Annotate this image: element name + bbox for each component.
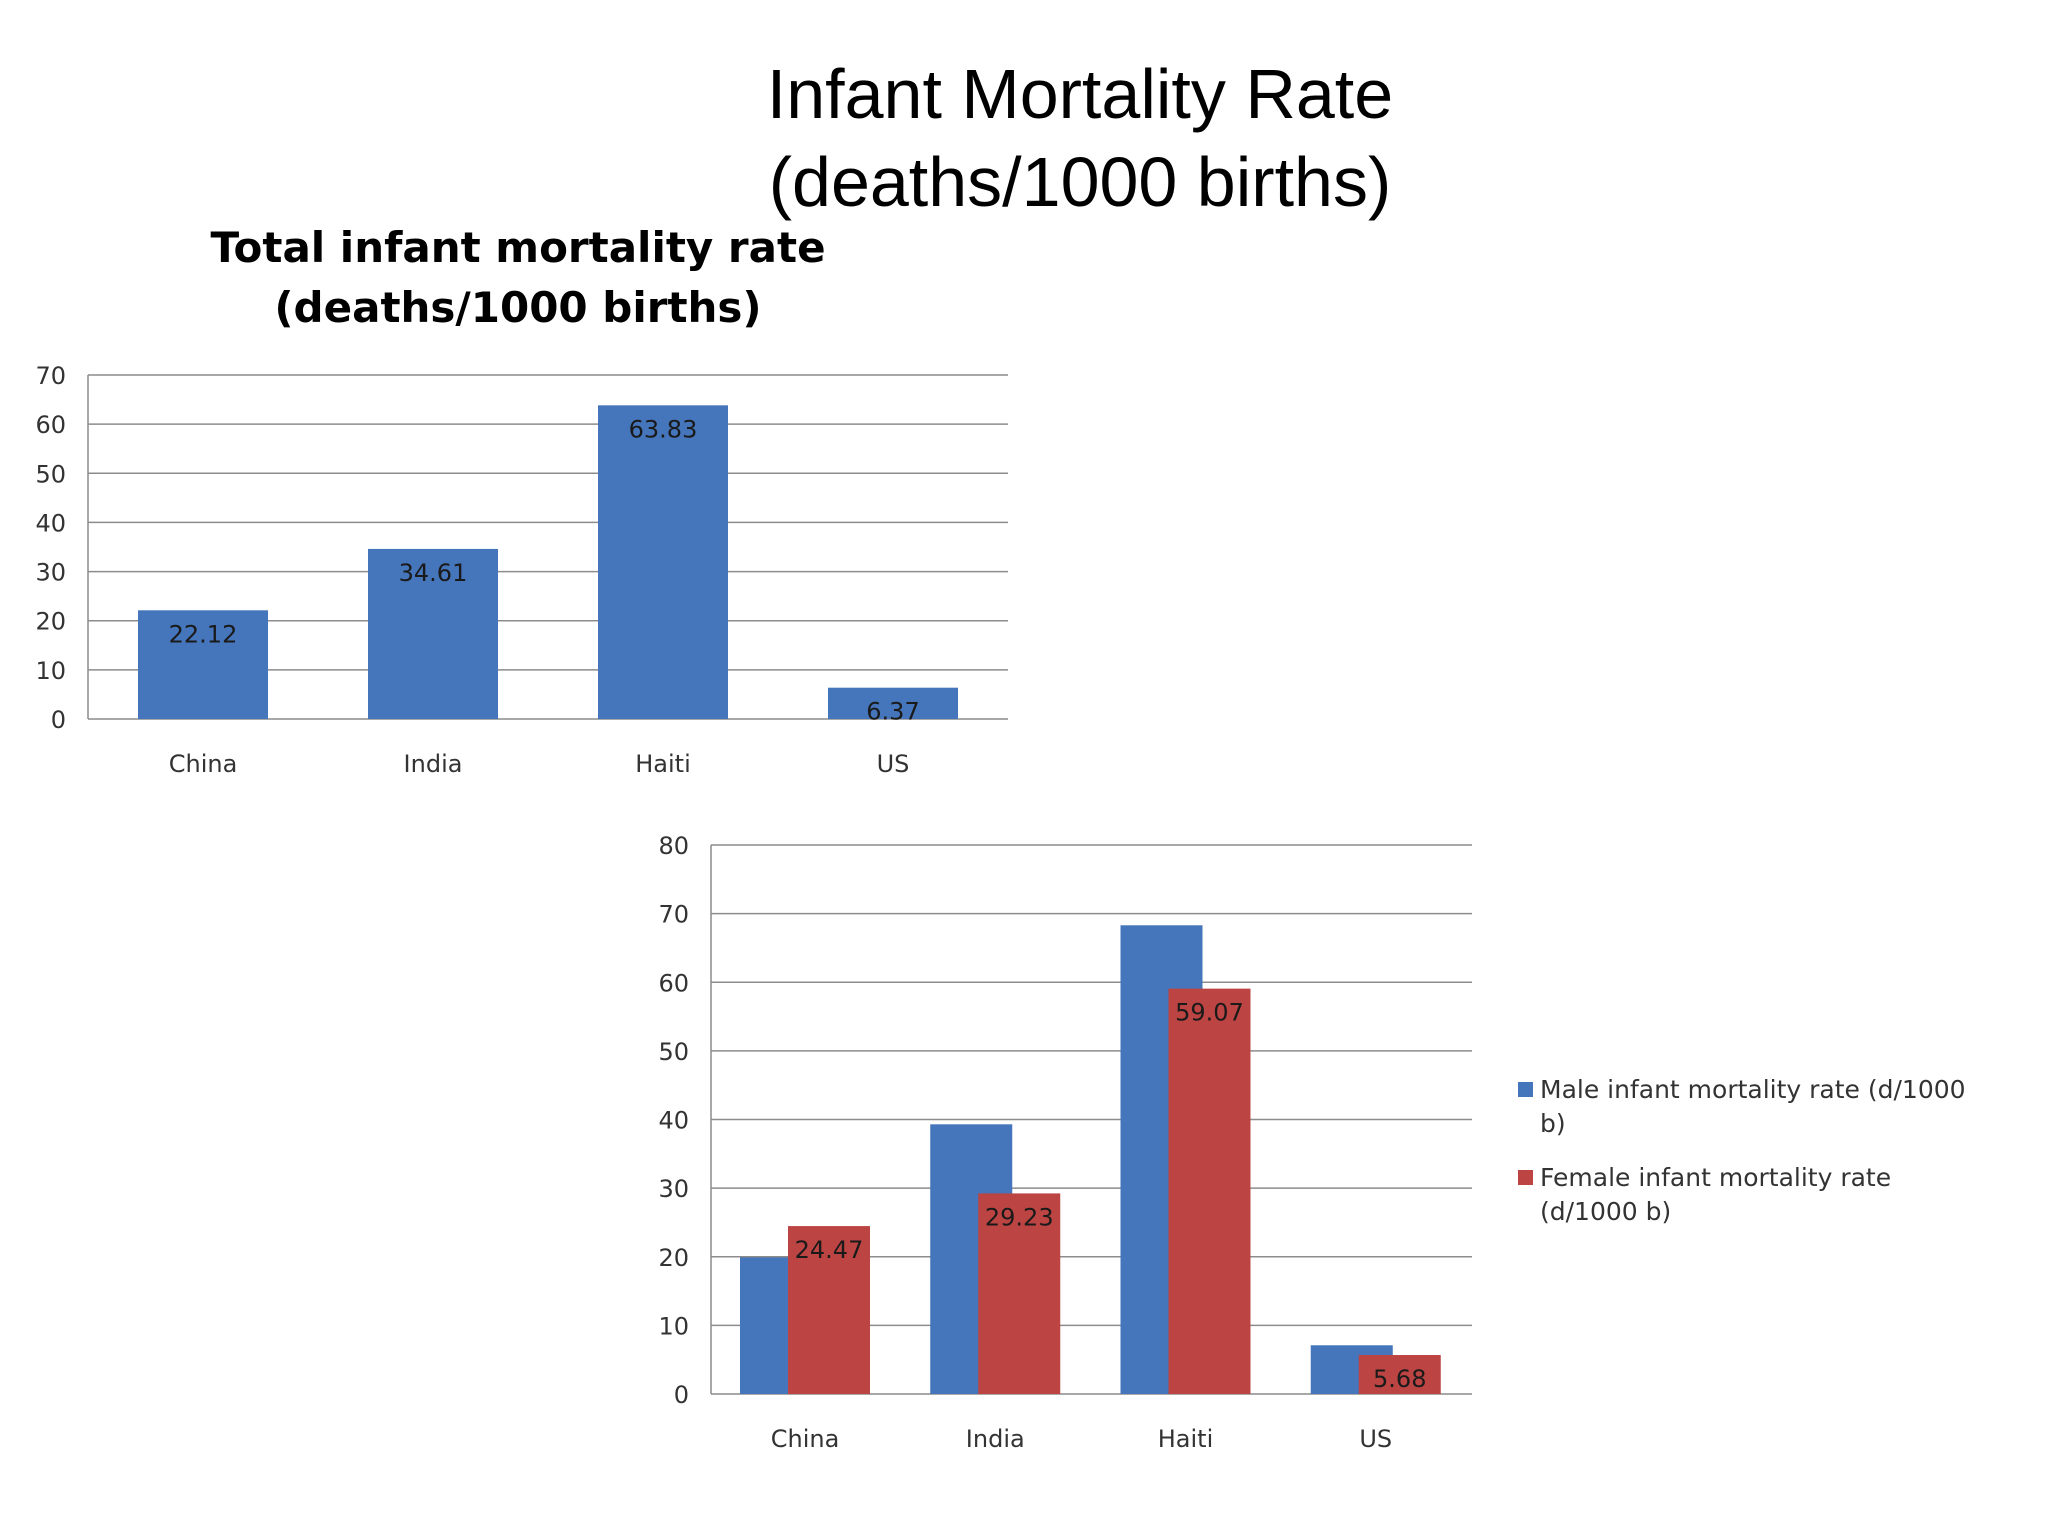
data-label: 34.61: [399, 559, 468, 587]
data-label: 22.12: [169, 620, 238, 648]
bar-india: [978, 1193, 1061, 1394]
data-label: 5.68: [1373, 1365, 1426, 1393]
legend-label: b): [1540, 1109, 1566, 1138]
bar-india: [368, 548, 498, 719]
data-label: 24.47: [795, 1236, 864, 1264]
chart-title-line: Total infant mortality rate: [210, 223, 825, 272]
y-tick-label: 0: [674, 1381, 689, 1409]
slide-title: Infant Mortality Rate (deaths/1000 birth…: [760, 50, 1400, 226]
y-tick-label: 70: [658, 901, 689, 929]
bar-us: [828, 687, 958, 719]
data-label: 29.23: [985, 1203, 1054, 1231]
y-tick-label: 60: [35, 411, 66, 439]
x-tick-label: US: [877, 750, 910, 778]
y-tick-label: 20: [658, 1244, 689, 1272]
total-rate-chart: Total infant mortality rate (deaths/1000 …: [35, 223, 1008, 778]
x-tick-label: China: [771, 1425, 840, 1453]
x-tick-label: India: [966, 1425, 1025, 1453]
bar-haiti: [598, 405, 728, 719]
y-tick-label: 80: [658, 832, 689, 860]
bar-china: [138, 610, 268, 719]
gender-rate-chart: 0 10 20 30 40 50 60 70 80 24.47 29.23 59.07 5.68 Chin…: [658, 832, 1965, 1453]
x-tick-label: Haiti: [1158, 1425, 1214, 1453]
data-label: 6.37: [866, 698, 919, 726]
x-tick-label: China: [169, 750, 238, 778]
y-tick-label: 40: [35, 509, 66, 537]
slide-title-line2: (deaths/1000 births): [768, 143, 1392, 221]
x-tick-label: India: [404, 750, 463, 778]
y-tick-label: 10: [35, 657, 66, 685]
data-label: 63.83: [629, 415, 698, 443]
bar-haiti: [1168, 988, 1251, 1394]
y-tick-label: 40: [658, 1107, 689, 1135]
y-tick-label: 30: [658, 1175, 689, 1203]
legend-label: Male infant mortality rate (d/1000: [1540, 1075, 1966, 1104]
y-tick-label: 10: [658, 1312, 689, 1340]
legend-label: Female infant mortality rate: [1540, 1163, 1891, 1192]
y-tick-label: 50: [658, 1038, 689, 1066]
bar-china: [788, 1226, 870, 1394]
legend-swatch: [1518, 1082, 1533, 1097]
bar-us: [1358, 1355, 1441, 1394]
x-tick-label: Haiti: [635, 750, 691, 778]
y-tick-label: 50: [35, 460, 66, 488]
y-tick-label: 70: [35, 362, 66, 390]
y-tick-label: 0: [51, 706, 66, 734]
data-label: 59.07: [1175, 999, 1244, 1027]
legend-label: (d/1000 b): [1540, 1197, 1671, 1226]
x-tick-label: US: [1359, 1425, 1392, 1453]
chart-title-line: (deaths/1000 births): [274, 283, 761, 332]
y-tick-label: 30: [35, 559, 66, 587]
y-tick-label: 20: [35, 608, 66, 636]
y-tick-label: 60: [658, 969, 689, 997]
legend-swatch: [1518, 1170, 1533, 1185]
slide-title-line1: Infant Mortality Rate: [766, 55, 1394, 133]
